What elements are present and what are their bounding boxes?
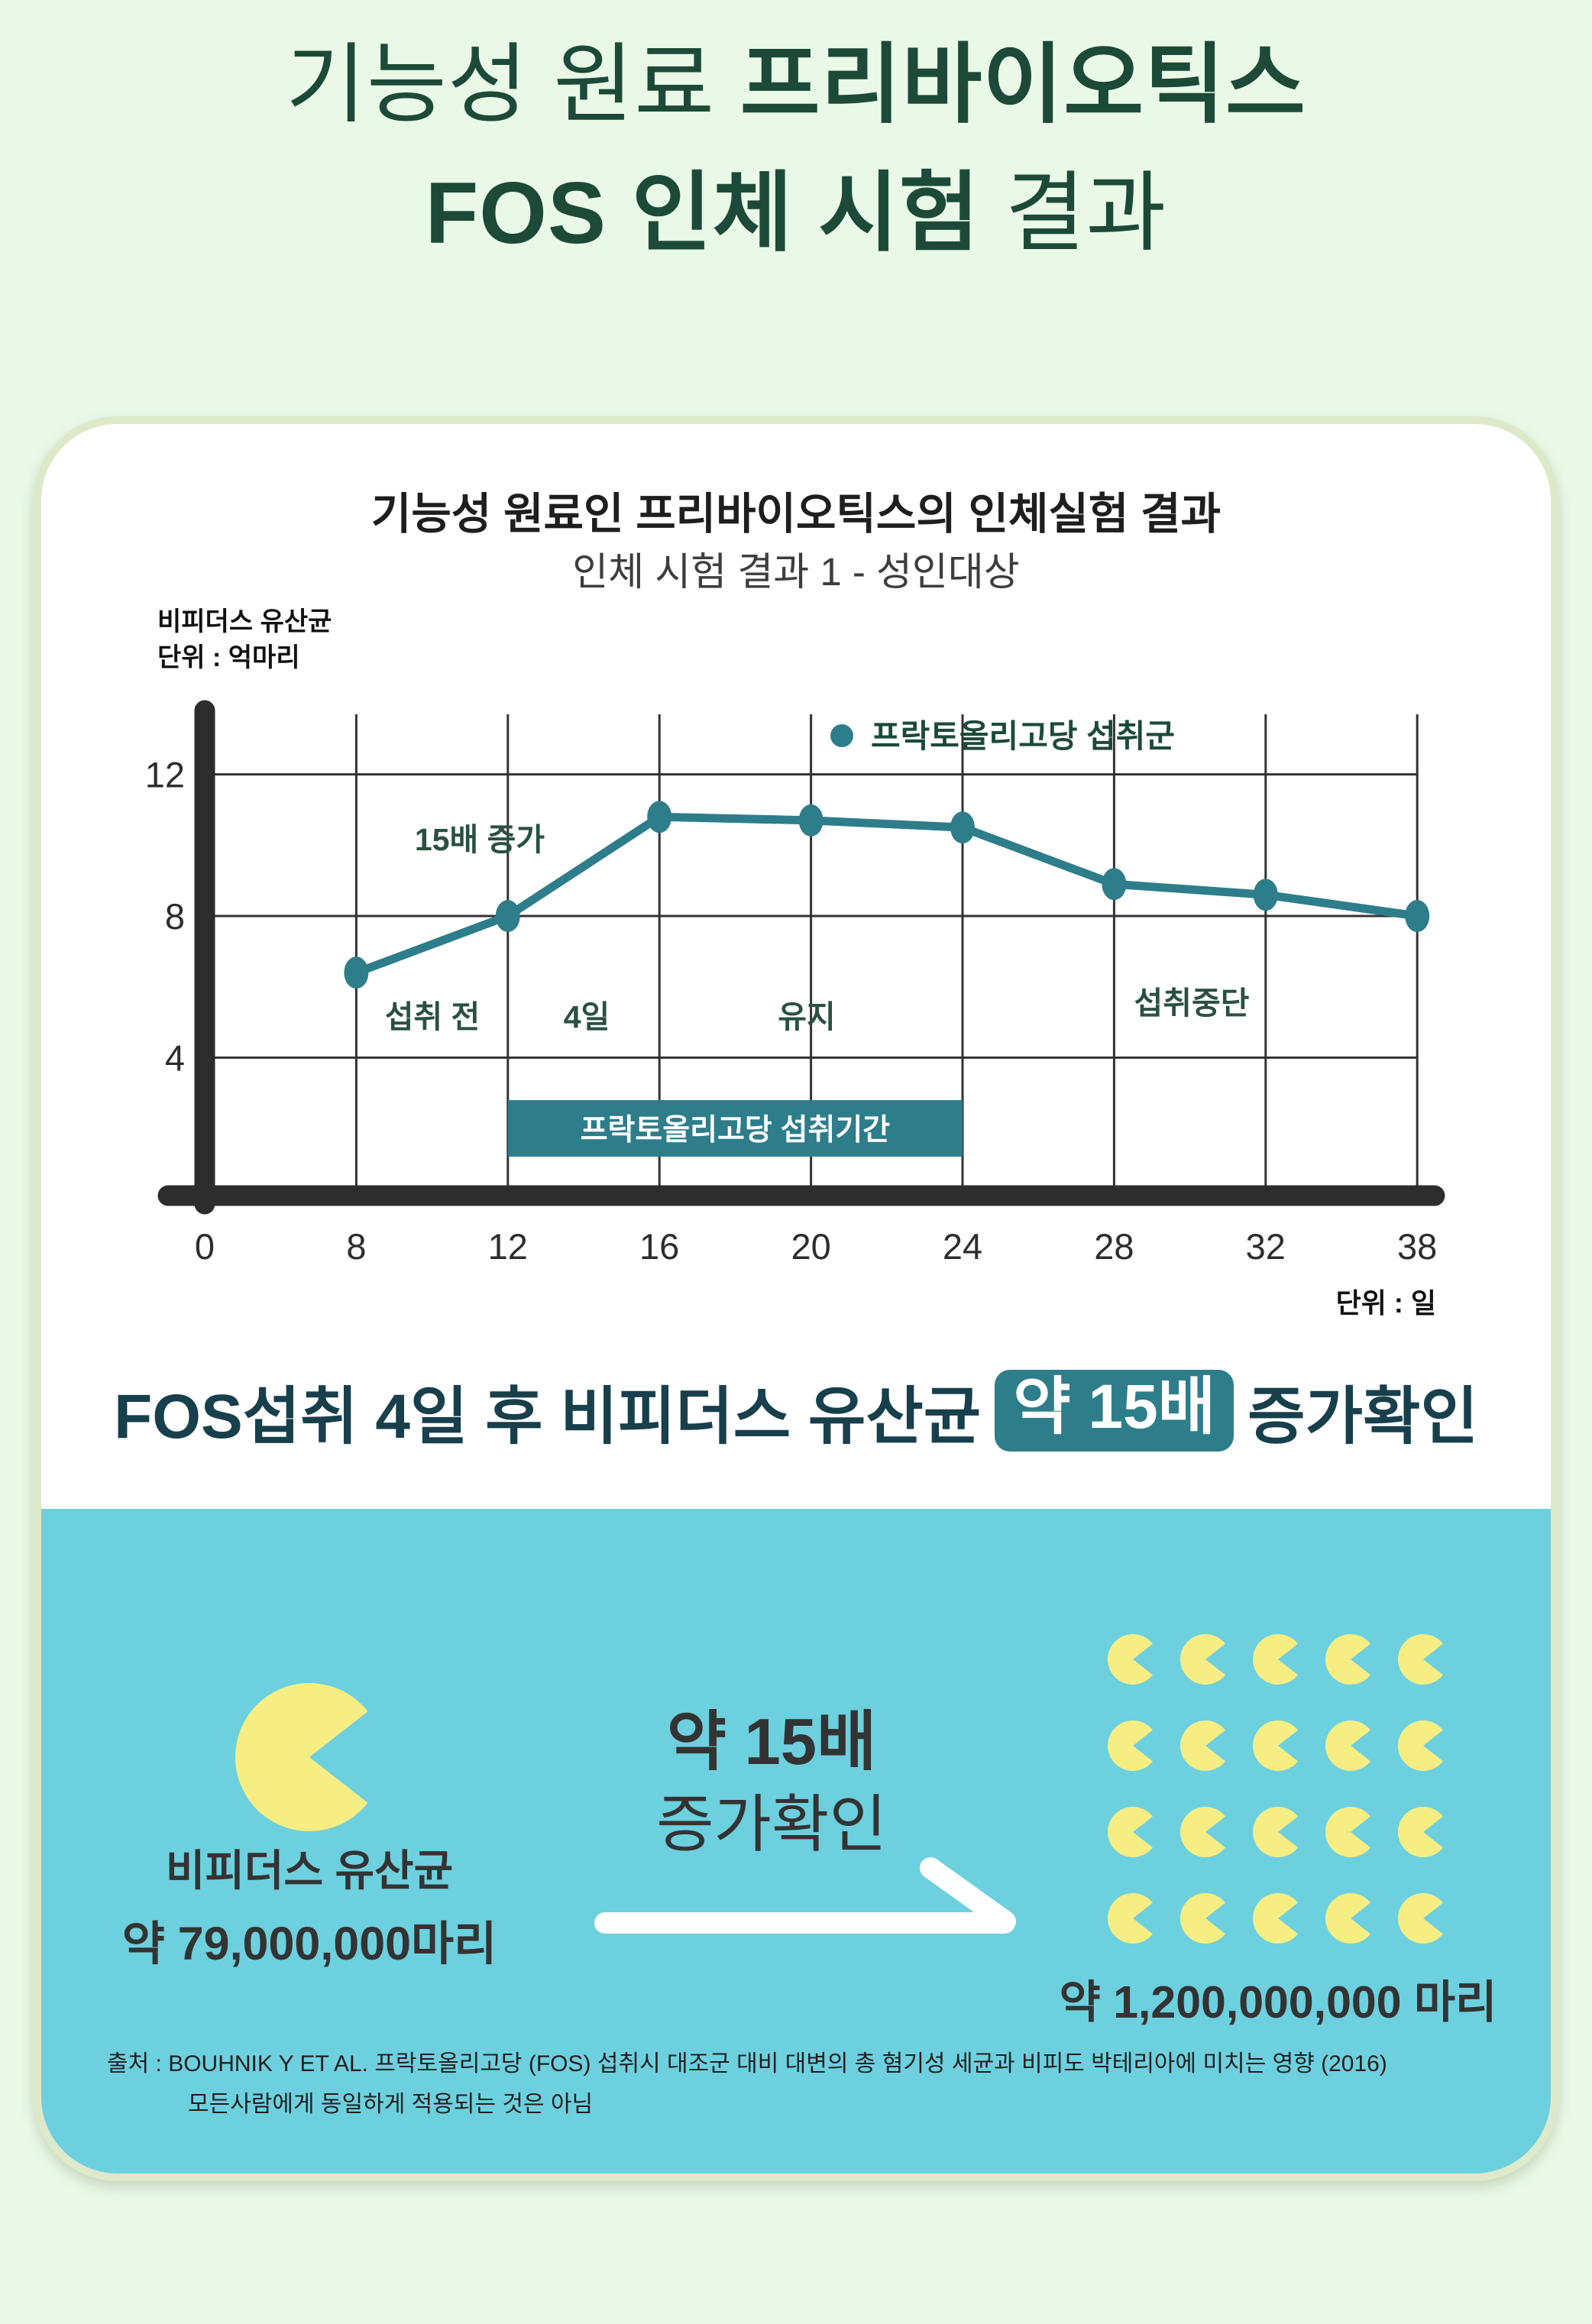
result-headline: FOS섭취 4일 후 비피더스 유산균 약 15배 증가확인 [41, 1365, 1551, 1456]
svg-text:24: 24 [943, 1226, 982, 1267]
increase-arrow-icon [594, 1857, 1016, 1934]
bacteria-icon-small [1180, 1634, 1226, 1685]
bacteria-icon-small [1398, 1720, 1444, 1771]
svg-text:4: 4 [165, 1037, 185, 1078]
page-title-line2: FOS 인체 시험 결과 [0, 150, 1592, 278]
svg-text:프락토올리고당 섭취군: 프락토올리고당 섭취군 [871, 718, 1175, 754]
source-note: 출처 : BOUHNIK Y ET AL. 프락토올리고당 (FOS) 섭취시 … [107, 2044, 1387, 2125]
svg-text:8: 8 [165, 896, 185, 937]
svg-text:28: 28 [1094, 1226, 1134, 1267]
bacteria-icon-small [1325, 1634, 1371, 1685]
svg-text:12: 12 [488, 1226, 528, 1267]
content-card: 기능성 원료인 프리바이오틱스의 인체실험 결과 인체 시험 결과 1 - 성인… [34, 416, 1558, 2181]
increase-caption: 약 15배 증가확인 [542, 1701, 1001, 1866]
svg-text:32: 32 [1246, 1226, 1286, 1267]
svg-text:0: 0 [195, 1226, 215, 1267]
before-count-line1: 비피더스 유산균 [165, 1847, 454, 1895]
bacteria-icon-small [1253, 1893, 1299, 1944]
chart-title: 기능성 원료인 프리바이오틱스의 인체실험 결과 [370, 490, 1222, 539]
svg-text:섭취중단: 섭취중단 [1134, 986, 1250, 1021]
before-count-line2: 약 79,000,000마리 [121, 1918, 497, 1970]
bacteria-icon-small [1398, 1634, 1444, 1685]
bacteria-icon-small [1253, 1720, 1299, 1771]
bacteria-icon-small [1398, 1807, 1444, 1857]
source-line2: 모든사람에게 동일하게 적용되는 것은 아님 [188, 2092, 594, 2117]
bacteria-icon-small [1325, 1893, 1371, 1944]
page-title: 기능성 원료 프리바이오틱스 FOS 인체 시험 결과 [0, 21, 1592, 278]
before-count-caption: 비피더스 유산균 약 79,000,000마리 [42, 1836, 577, 1981]
bacteria-icon-small [1253, 1634, 1299, 1685]
bacteria-icon-large [235, 1683, 368, 1831]
page-title-line1: 기능성 원료 프리바이오틱스 [0, 21, 1592, 150]
after-count-caption: 약 1,200,000,000 마리 [1059, 1977, 1497, 2028]
bacteria-icon-small [1180, 1720, 1226, 1771]
headline-suffix: 증가확인 [1247, 1382, 1478, 1452]
svg-text:16: 16 [639, 1226, 679, 1267]
headline-highlight-badge: 약 15배 [995, 1370, 1234, 1452]
bacteria-icon-small [1108, 1807, 1154, 1857]
headline-prefix: FOS섭취 4일 후 비피더스 유산균 [114, 1382, 982, 1452]
increase-caption-line1: 약 15배 [666, 1706, 877, 1779]
svg-text:단위 : 일: 단위 : 일 [1336, 1287, 1436, 1319]
bacteria-icon-small [1398, 1893, 1444, 1944]
svg-text:섭취 전: 섭취 전 [385, 999, 481, 1034]
title-line1-bold: 프리바이오틱스 [739, 37, 1306, 134]
bacteria-icon-small [1108, 1720, 1154, 1771]
y-axis-unit-label: 비피더스 유산균 단위 : 억마리 [157, 604, 332, 676]
svg-text:유지: 유지 [778, 999, 835, 1034]
title-line2-regular: 결과 [1005, 165, 1167, 262]
y-axis-unit-line1: 비피더스 유산균 [157, 607, 332, 636]
bacteria-icon-small [1180, 1893, 1226, 1944]
svg-text:38: 38 [1397, 1226, 1437, 1267]
svg-text:8: 8 [346, 1226, 366, 1267]
bacteria-icon-small [1180, 1807, 1226, 1857]
increase-caption-line2: 증가확인 [656, 1790, 887, 1860]
bacteria-icon-small [1253, 1807, 1299, 1857]
bacteria-icon-small [1325, 1807, 1371, 1857]
bacteria-icon-grid [1108, 1634, 1448, 1944]
svg-text:12: 12 [145, 755, 185, 795]
y-axis-unit-line2: 단위 : 억마리 [157, 643, 300, 672]
line-chart: 12 8 4 프락토올리고당 섭취기간 0 8 12 16 20 24 28 32 38 단위 : 일 프락… [145, 700, 1445, 1319]
bacteria-icon-small [1108, 1893, 1154, 1944]
comparison-panel: 비피더스 유산균 약 79,000,000마리 약 15배 증가확인 약 1,2… [41, 1509, 1551, 2173]
bacteria-icon-small [1325, 1720, 1371, 1771]
bacteria-icon-small [1108, 1634, 1154, 1685]
title-line1-regular: 기능성 원료 [286, 37, 740, 134]
svg-text:20: 20 [791, 1226, 830, 1267]
svg-text:프락토올리고당 섭취기간: 프락토올리고당 섭취기간 [581, 1114, 891, 1147]
svg-text:15배 증가: 15배 증가 [415, 822, 545, 857]
chart-subtitle: 인체 시험 결과 1 - 성인대상 [572, 550, 1020, 594]
title-line2-bold: FOS 인체 시험 [425, 165, 1005, 262]
svg-text:4일: 4일 [564, 999, 610, 1034]
source-line1: 출처 : BOUHNIK Y ET AL. 프락토올리고당 (FOS) 섭취시 … [107, 2051, 1387, 2076]
